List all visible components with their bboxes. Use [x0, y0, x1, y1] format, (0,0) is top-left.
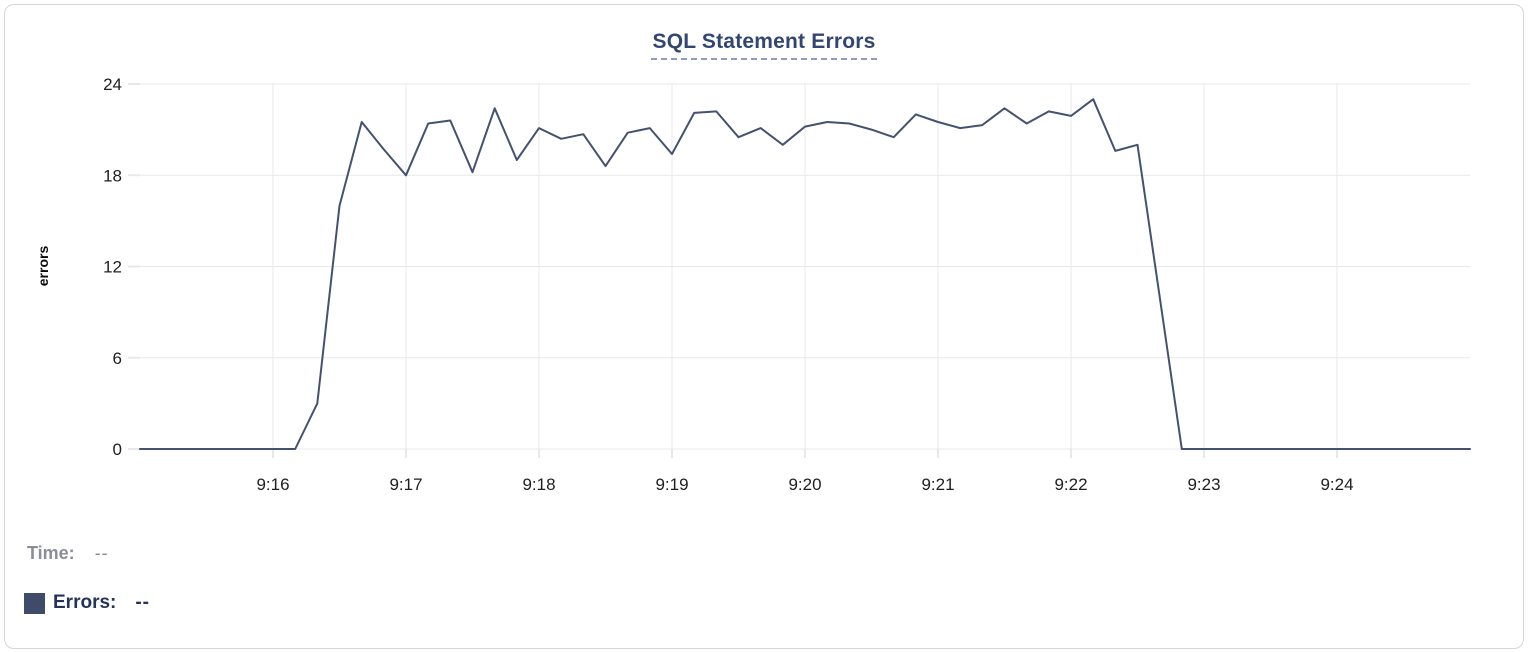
y-tick-label: 12	[103, 258, 122, 277]
errors-label: Errors:	[53, 592, 117, 613]
tooltip-errors-row: Errors: --	[24, 592, 150, 614]
x-tick-label: 9:22	[1054, 475, 1087, 494]
chart-title[interactable]: SQL Statement Errors	[651, 30, 877, 60]
y-tick-label: 24	[103, 75, 122, 94]
time-value: --	[94, 543, 109, 563]
y-tick-label: 6	[113, 349, 122, 368]
chart-header: SQL Statement Errors	[0, 30, 1528, 60]
y-axis-label: errors	[35, 246, 51, 287]
y-tick-label: 0	[113, 440, 122, 459]
tooltip-time-row: Time: --	[27, 543, 109, 564]
time-label: Time:	[27, 543, 75, 563]
x-tick-label: 9:17	[389, 475, 422, 494]
errors-series-line[interactable]	[139, 98, 1471, 450]
x-tick-label: 9:20	[788, 475, 821, 494]
x-tick-label: 9:19	[655, 475, 688, 494]
x-tick-label: 9:21	[921, 475, 954, 494]
x-tick-label: 9:23	[1187, 475, 1220, 494]
x-tick-label: 9:16	[256, 475, 289, 494]
errors-value: --	[135, 592, 151, 613]
y-tick-label: 18	[103, 166, 122, 185]
x-tick-label: 9:24	[1320, 475, 1353, 494]
chart-card	[4, 4, 1524, 649]
x-tick-label: 9:18	[522, 475, 555, 494]
errors-series-swatch	[24, 592, 45, 614]
